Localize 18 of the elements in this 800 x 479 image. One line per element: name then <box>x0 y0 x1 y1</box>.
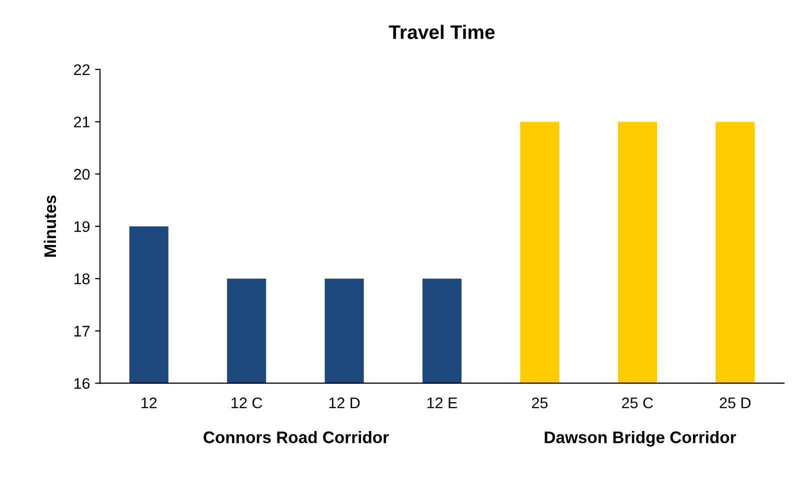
y-tick-label: 16 <box>74 378 90 389</box>
x-tick-label: 12 <box>142 397 157 408</box>
x-tick-label: 12 D <box>329 397 360 408</box>
text: Dawson Bridge Corridor <box>544 430 736 447</box>
y-axis-title: Minutes <box>44 196 56 257</box>
x-tick-label: 25 D <box>720 397 751 408</box>
y-tick-label: 21 <box>74 116 90 128</box>
x-tick-label: 25 C <box>622 397 653 408</box>
y-tick-label: 18 <box>74 273 90 284</box>
x-tick-label: 25 <box>532 397 548 408</box>
y-tick-label: 19 <box>74 221 90 232</box>
chart-title: Travel Time <box>388 24 495 40</box>
text: Connors Road Corridor <box>204 430 389 444</box>
x-tick-label: 12 C <box>232 397 262 408</box>
y-tick-label: 17 <box>74 326 90 336</box>
x-tick-label: 12 E <box>427 397 458 408</box>
y-tick-label: 20 <box>74 168 90 180</box>
y-tick-label: 22 <box>74 64 90 75</box>
